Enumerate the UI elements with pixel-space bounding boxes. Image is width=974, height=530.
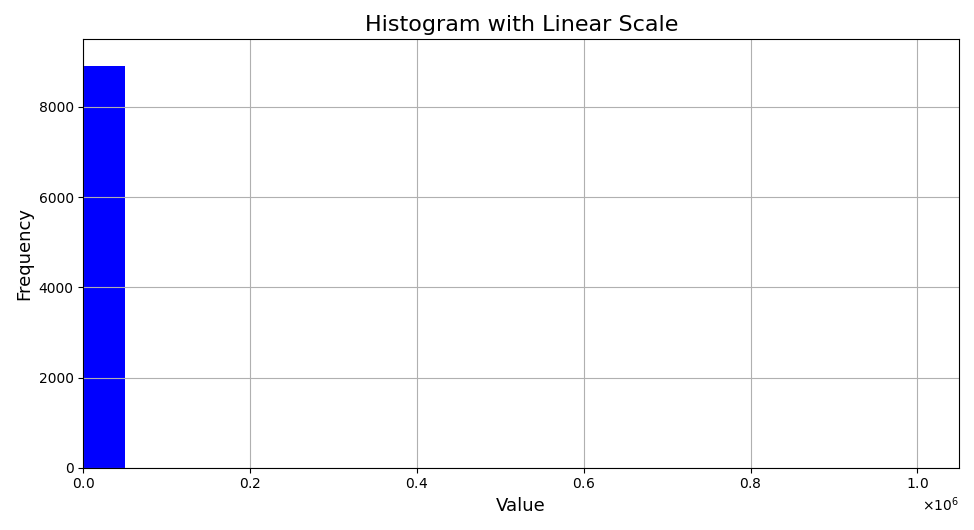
Bar bbox=[84, 66, 125, 467]
X-axis label: Value: Value bbox=[497, 497, 546, 515]
Title: Histogram with Linear Scale: Histogram with Linear Scale bbox=[364, 15, 678, 35]
Y-axis label: Frequency: Frequency bbox=[15, 207, 33, 300]
